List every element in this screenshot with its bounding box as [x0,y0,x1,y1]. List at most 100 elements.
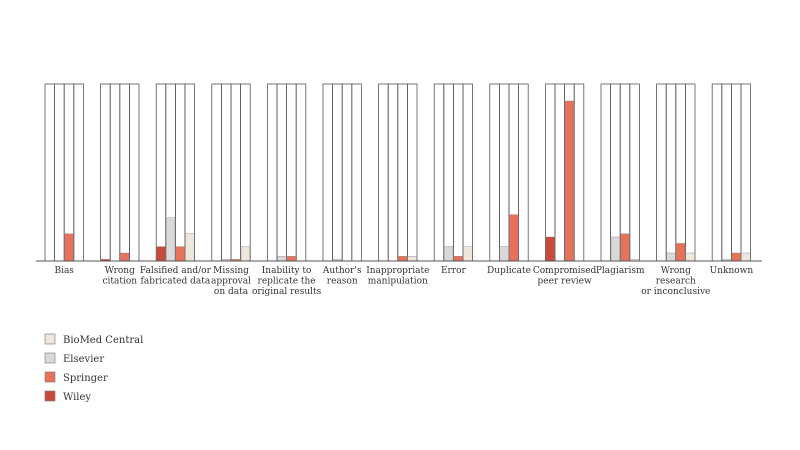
bar-elsevier [444,246,454,262]
bars [64,100,751,262]
category-label-line: on data [214,287,249,297]
column-frame [378,83,389,262]
column-frame [332,83,343,262]
bar-elsevier [499,246,509,262]
bar-biomed-central [185,233,195,262]
bar-springer [64,233,74,262]
column-frame [685,83,696,262]
category-label-line: Duplicate [487,266,531,276]
category-label: Unknown [710,266,754,276]
column-frame [545,83,556,262]
column-frame [665,83,677,262]
column-frame [266,83,278,262]
category-label-line: Wrong [661,266,691,276]
category-label: Wrong research or inconclusive [641,266,710,297]
legend-swatch-springer [44,371,56,383]
category-label-line: citation [102,277,137,287]
column-frame [295,83,307,262]
category-label-line: manipulation [368,277,428,287]
column-frame [73,83,84,262]
column-frame [711,83,723,262]
category-label: Inability to replicate the original result… [252,266,322,297]
category-label-line: original results [252,287,322,297]
column-frame [600,83,612,262]
legend-label: BioMed Central [63,335,143,346]
column-frame [100,83,111,262]
category-label: Bias [54,266,74,276]
bar-springer [564,100,575,262]
bar-wiley [156,246,166,262]
category-label: Compromised peer review [533,266,597,287]
column-frame [109,83,121,262]
column-frame [230,83,242,262]
column-frame [610,83,621,262]
bar-biomed-central [741,252,751,262]
column-frame [128,83,140,262]
category-label-line: research [656,277,696,287]
legend-label: Springer [63,373,108,384]
category-label-line: or inconclusive [641,287,710,297]
column-frame [322,83,334,262]
column-frame [629,83,640,262]
bar-biomed-central [407,256,417,262]
column-frame [675,83,686,262]
category-frames [44,83,752,262]
legend-label: Wiley [63,392,91,403]
category-label-line: Wrong [105,266,135,276]
column-frame [155,83,167,262]
legend-label: Elsevier [63,354,104,365]
column-frame [397,83,408,262]
column-frame [276,83,288,262]
bar-elsevier [165,217,176,262]
bar-elsevier [610,236,621,262]
category-label-line: Compromised [533,266,597,276]
column-frame [489,83,500,262]
column-frame [351,83,362,262]
column-frame [518,83,529,262]
column-frame [462,83,474,262]
bar-elsevier [666,252,676,262]
category-label: Duplicate [487,266,531,276]
column-frame [341,83,353,262]
column-frame [554,83,566,262]
bar-springer [731,252,741,262]
category-label-line: fabricated data [141,277,211,287]
category-label-line: Plagiarism [596,266,645,276]
legend: BioMed Central Elsevier Springer Wiley [44,333,143,403]
category-label: Inappropriate manipulation [366,266,429,287]
bar-wiley [545,236,555,262]
bar-elsevier [277,256,287,262]
legend-swatch-wiley [44,390,56,402]
column-frame [452,83,464,262]
category-label: Author's reason [322,266,362,287]
category-label: Wrong citation [102,266,137,287]
column-frame [220,83,232,262]
category-label-line: Author's [322,266,362,276]
bar-springer [509,214,519,262]
category-label: Error [441,266,467,276]
column-frame [54,83,65,262]
category-label-line: Bias [54,266,74,276]
category-label: Missing approval on data [211,266,251,297]
column-frame [498,83,510,262]
category-label-line: approval [211,277,251,287]
column-frame [731,83,742,262]
column-frame [44,83,56,262]
column-frame [721,83,732,262]
legend-swatch-elsevier [44,352,56,364]
category-label-line: replicate the [258,277,316,287]
category-label-line: Missing [213,266,249,276]
column-frame [740,83,752,262]
column-frame [406,83,418,262]
column-frame [286,83,297,262]
bar-biomed-central [240,246,251,262]
column-frame [211,83,222,262]
category-label-line: Falsified and/or [140,266,212,276]
column-frame [656,83,667,262]
column-frame [433,83,445,262]
bar-springer [119,252,130,262]
bar-biomed-central [685,252,695,262]
bar-springer [175,246,185,262]
